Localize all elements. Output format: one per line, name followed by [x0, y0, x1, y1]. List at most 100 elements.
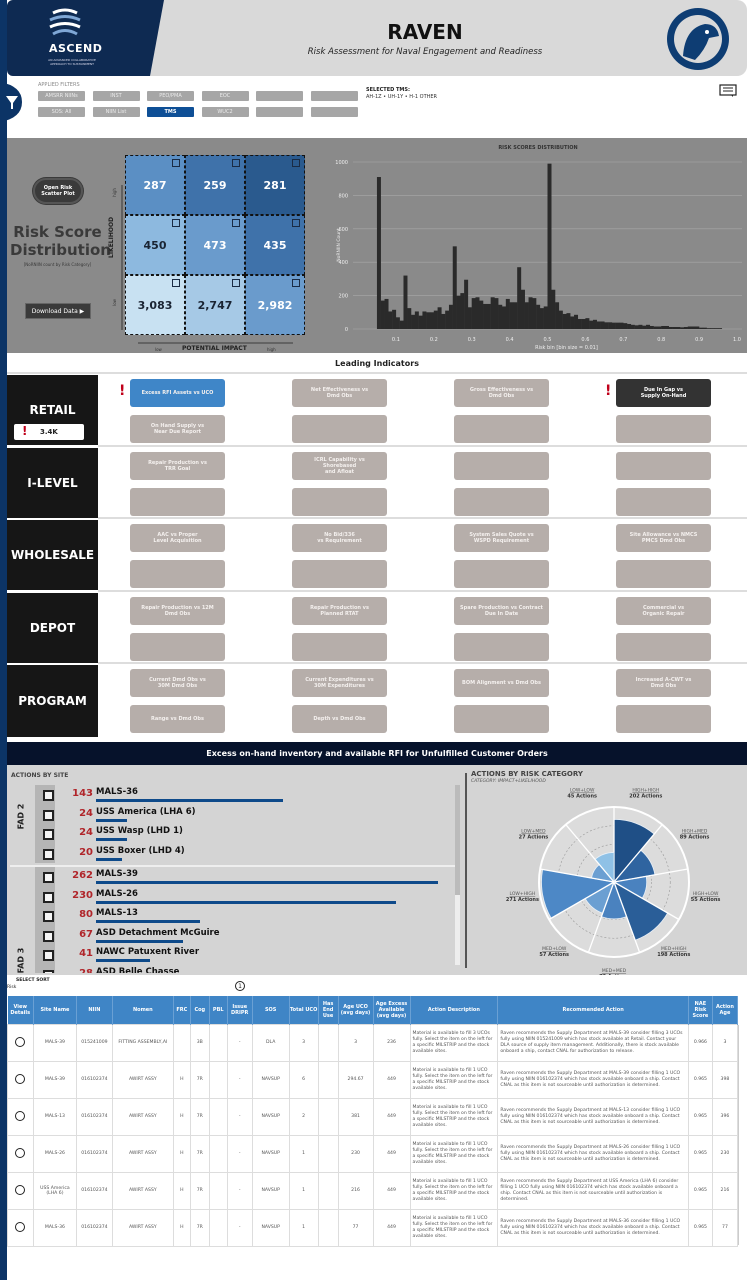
indicator-button[interactable]: Commercial vs Organic Repair — [616, 597, 711, 625]
comment-icon[interactable] — [719, 84, 737, 98]
filter-pill-sos-all[interactable]: SOS: All — [38, 107, 85, 117]
histogram-bar[interactable] — [672, 326, 677, 329]
cell-checkbox[interactable] — [172, 279, 180, 287]
site-checkbox[interactable] — [43, 809, 54, 821]
histogram-bar[interactable] — [395, 317, 400, 329]
histogram-bar[interactable] — [653, 326, 658, 329]
site-row[interactable]: 143 MALS-36 — [10, 787, 450, 807]
category-name[interactable]: MED+MED — [602, 968, 627, 974]
indicator-button[interactable]: No Bid/336 vs Requirement — [292, 524, 387, 552]
risk-matrix-cell[interactable]: 473 — [185, 215, 245, 275]
column-header[interactable]: SOS — [252, 996, 290, 1024]
indicator-button[interactable]: Net Effectiveness vs Dmd Obs — [292, 379, 387, 407]
risk-matrix-cell[interactable]: 2,982 — [245, 275, 305, 335]
histogram-bar[interactable] — [403, 275, 408, 329]
histogram-bar[interactable] — [642, 325, 647, 329]
site-checkbox[interactable] — [43, 829, 54, 840]
histogram-bar[interactable] — [619, 322, 624, 329]
indicator-button[interactable]: Repair Production vs TRR Goal — [130, 452, 225, 480]
view-details-radio[interactable] — [15, 1221, 26, 1232]
retail-alert-badge[interactable]: ! 3.4K — [14, 424, 84, 440]
view-details-radio[interactable] — [15, 1073, 26, 1084]
indicator-button[interactable] — [616, 705, 711, 733]
histogram-bar[interactable] — [502, 306, 507, 329]
histogram-bar[interactable] — [513, 302, 518, 329]
column-header[interactable]: Site Name — [33, 996, 77, 1024]
site-row[interactable]: 80 MALS-13 — [10, 908, 450, 928]
histogram-bar[interactable] — [509, 302, 514, 329]
site-name[interactable]: MALS-36 — [96, 787, 138, 797]
histogram-bar[interactable] — [380, 300, 385, 329]
view-details-radio[interactable] — [15, 1036, 26, 1047]
site-name[interactable]: USS Boxer (LHD 4) — [96, 845, 185, 856]
view-details-radio[interactable] — [15, 1147, 26, 1158]
column-header[interactable]: Age UCO (avg days) — [338, 996, 374, 1024]
histogram-bar[interactable] — [706, 328, 711, 329]
indicator-button[interactable] — [616, 488, 711, 516]
column-header[interactable]: Issue DRIPR — [227, 996, 253, 1024]
filter-pill-empty[interactable] — [256, 91, 303, 101]
histogram-bar[interactable] — [536, 304, 541, 329]
indicator-button[interactable]: Current Expenditures vs 30M Expenditures — [292, 669, 387, 697]
histogram-bar[interactable] — [551, 289, 556, 329]
filter-pill-empty[interactable] — [256, 107, 303, 117]
site-row[interactable]: 20 USS Boxer (LHD 4) — [10, 845, 450, 866]
column-header[interactable]: Age Excess Available (avg days) — [373, 996, 411, 1024]
category-name[interactable]: MED+HIGH — [661, 946, 687, 952]
histogram-bar[interactable] — [664, 325, 669, 329]
column-header[interactable]: Action Age — [712, 996, 739, 1024]
indicator-button[interactable] — [292, 488, 387, 516]
histogram-bar[interactable] — [566, 313, 571, 329]
site-name[interactable]: ASD Belle Chasse — [96, 966, 180, 974]
histogram-bar[interactable] — [600, 321, 605, 329]
filter-pill-empty[interactable] — [310, 107, 358, 117]
histogram-bar[interactable] — [570, 316, 575, 329]
histogram-bar[interactable] — [714, 328, 719, 329]
histogram-bar[interactable] — [437, 307, 442, 329]
site-checkbox[interactable] — [43, 891, 54, 903]
histogram-bar[interactable] — [483, 303, 488, 329]
site-checkbox[interactable] — [43, 848, 54, 860]
indicator-button[interactable]: BOM Alignment vs Dmd Obs — [454, 669, 549, 697]
filter-pill-eoc[interactable]: EOC — [201, 91, 249, 101]
histogram-bar[interactable] — [638, 324, 643, 329]
view-details-radio[interactable] — [15, 1110, 26, 1121]
page-indicator[interactable]: 1 — [235, 981, 245, 991]
histogram-bar[interactable] — [604, 322, 609, 329]
site-checkbox[interactable] — [43, 790, 54, 801]
column-header[interactable]: NIIN — [76, 996, 113, 1024]
open-risk-scatter-button[interactable]: Open Risk Scatter Plot — [33, 178, 83, 204]
histogram-bar[interactable] — [627, 323, 632, 329]
histogram-bar[interactable] — [608, 322, 613, 329]
column-header[interactable]: Has End Use — [318, 996, 339, 1024]
category-name[interactable]: HIGH+HIGH — [632, 788, 659, 794]
site-row[interactable]: 67 ASD Detachment McGuire — [10, 928, 450, 948]
histogram-bar[interactable] — [430, 312, 434, 329]
risk-matrix-cell[interactable]: 2,747 — [185, 275, 245, 335]
histogram-bar[interactable] — [649, 325, 654, 329]
category-name[interactable]: LOW+LOW — [570, 788, 595, 794]
histogram-bar[interactable] — [634, 325, 639, 329]
indicator-button[interactable]: Gross Effectiveness vs Dmd Obs — [454, 379, 549, 407]
histogram-bar[interactable] — [418, 315, 423, 329]
indicator-button[interactable] — [454, 633, 549, 661]
histogram-bar[interactable] — [710, 328, 715, 329]
risk-matrix-cell[interactable]: 435 — [245, 215, 305, 275]
site-name[interactable]: MALS-13 — [96, 908, 138, 918]
histogram-bar[interactable] — [456, 295, 461, 329]
site-checkbox[interactable] — [43, 930, 54, 942]
histogram-bar[interactable] — [517, 267, 522, 329]
indicator-button[interactable] — [454, 415, 549, 443]
histogram-bar[interactable] — [426, 312, 431, 329]
histogram-bar[interactable] — [376, 177, 381, 329]
column-header[interactable]: FRC — [173, 996, 191, 1024]
indicator-button[interactable] — [616, 415, 711, 443]
site-list-scrollbar[interactable] — [455, 785, 460, 965]
histogram-bar[interactable] — [414, 311, 419, 329]
indicator-button[interactable] — [292, 415, 387, 443]
column-header[interactable]: NAE Risk Score — [688, 996, 713, 1024]
indicator-button[interactable]: Range vs Dmd Obs — [130, 705, 225, 733]
site-row[interactable]: 28 ASD Belle Chasse — [10, 966, 450, 974]
indicator-button[interactable]: Repair Production vs 12M Dmd Obs — [130, 597, 225, 625]
indicator-button[interactable] — [292, 560, 387, 588]
